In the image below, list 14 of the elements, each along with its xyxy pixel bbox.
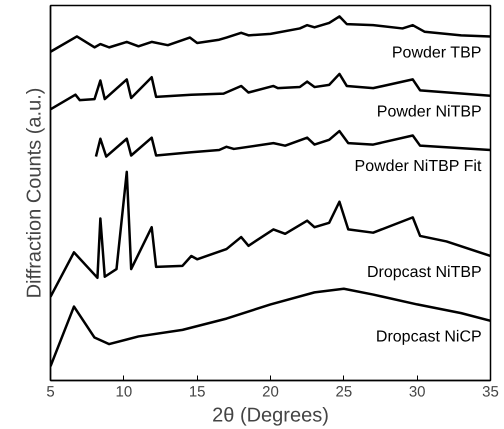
- x-tick-label: 30: [408, 384, 426, 400]
- x-axis-title: 2θ (Degrees): [212, 404, 329, 426]
- x-tick-label: 35: [482, 384, 499, 400]
- x-tick-label: 10: [115, 384, 132, 400]
- x-tick-label: 15: [188, 384, 206, 400]
- series-label: Dropcast NiTBP: [367, 264, 482, 281]
- series-label: Dropcast NiCP: [376, 328, 482, 346]
- y-axis-title: Diffraction Counts (a.u.): [24, 88, 46, 298]
- x-tick-label: 5: [46, 384, 55, 400]
- series-label: Powder TBP: [392, 44, 482, 62]
- series-label: Powder NiTBP Fit: [354, 158, 482, 175]
- x-tick-label: 20: [262, 384, 279, 400]
- x-tick-label: 25: [335, 384, 352, 400]
- series-label: Powder NiTBP: [376, 104, 482, 121]
